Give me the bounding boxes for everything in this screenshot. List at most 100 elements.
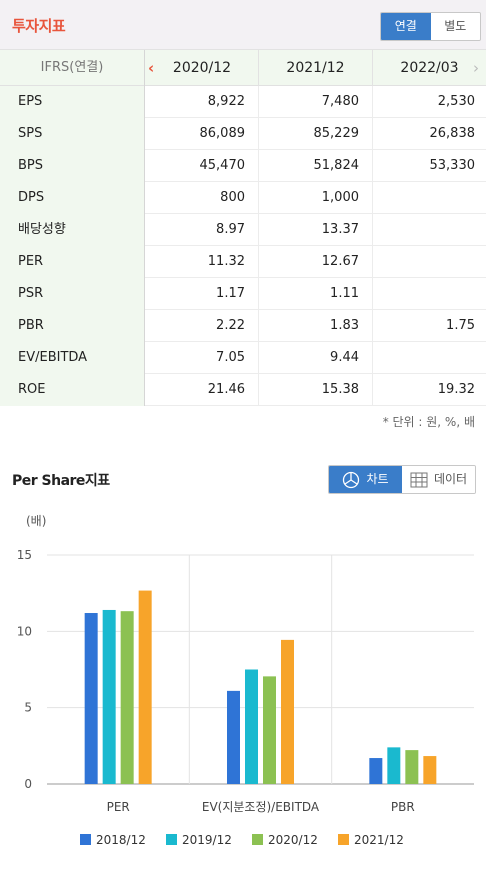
prev-period-icon[interactable]: ‹ <box>148 59 155 77</box>
unit-note: * 단위 : 원, %, 배 <box>382 415 475 429</box>
table-row: BPS 45,470 51,824 53,330 <box>0 150 486 182</box>
legend-label: 2021/12 <box>354 833 404 847</box>
table-cell: 86,089 <box>146 118 259 150</box>
x-tick-label: PER <box>107 800 130 814</box>
bar <box>423 756 437 784</box>
table-row: 배당성향 8.97 13.37 <box>0 214 486 246</box>
bar <box>227 690 240 784</box>
table-cell: 12.67 <box>259 246 373 278</box>
pie-chart-icon <box>343 471 360 488</box>
bar <box>138 590 152 784</box>
chart-view-button[interactable]: 차트 <box>329 466 402 493</box>
legend-swatch <box>166 834 177 845</box>
table-cell: 19.32 <box>437 382 475 397</box>
table-cell: 53,330 <box>429 158 476 173</box>
data-view-button[interactable]: 데이터 <box>402 466 475 493</box>
column-header: 2022/03 <box>400 60 459 76</box>
legend-label: 2020/12 <box>268 833 318 847</box>
table-cell: 1,000 <box>259 182 373 214</box>
y-tick-label: 10 <box>17 624 32 638</box>
table-cell: 9.44 <box>259 342 373 374</box>
table-row: PER 11.32 12.67 <box>0 246 486 278</box>
legend-swatch <box>252 834 263 845</box>
table-row: DPS 800 1,000 <box>0 182 486 214</box>
bar <box>281 639 294 784</box>
grid-table-icon <box>410 472 428 487</box>
table-cell <box>373 278 486 310</box>
view-toggle[interactable]: 차트 데이터 <box>328 465 476 494</box>
y-tick-label: 5 <box>24 701 32 715</box>
consolidation-toggle[interactable]: 연결 별도 <box>380 12 481 41</box>
section-title: Per Share지표 <box>12 473 110 489</box>
column-header: 2021/12 <box>259 50 373 86</box>
table-cell: 11.32 <box>146 246 259 278</box>
table-row: PSR 1.17 1.11 <box>0 278 486 310</box>
table-cell: 51,824 <box>259 150 373 182</box>
table-row: ROE 21.46 15.38 19.32 <box>0 374 486 406</box>
table-cell: 1.75 <box>446 318 475 333</box>
table-cell: 45,470 <box>146 150 259 182</box>
page-title: 투자지표 <box>12 17 66 35</box>
bar <box>387 747 401 784</box>
separate-button[interactable]: 별도 <box>430 13 480 40</box>
row-label: PSR <box>0 278 145 310</box>
next-period-icon[interactable]: › <box>473 59 479 77</box>
row-label: DPS <box>0 182 145 214</box>
bar <box>405 750 419 784</box>
table-cell: 2.22 <box>146 310 259 342</box>
data-view-label: 데이터 <box>433 472 468 486</box>
table-cell: 13.37 <box>259 214 373 246</box>
bar <box>102 609 116 784</box>
legend-label: 2018/12 <box>96 833 146 847</box>
table-row: SPS 86,089 85,229 26,838 <box>0 118 486 150</box>
table-header: IFRS(연결) ‹ 2020/12 2021/12 2022/03 › <box>0 50 486 86</box>
table-cell: 8,922 <box>146 86 259 118</box>
corner-label: IFRS(연결) <box>0 50 145 86</box>
x-tick-label: EV(지분조정)/EBITDA <box>202 800 320 814</box>
table-cell: 85,229 <box>259 118 373 150</box>
table-cell: 800 <box>146 182 259 214</box>
table-cell <box>373 214 486 246</box>
chart-view-label: 차트 <box>366 472 389 486</box>
per-share-bar-chart: (배) 0 5 10 15 PER EV(지분조정)/EBITDA PBR 2018/12 201… <box>17 514 474 847</box>
bar <box>245 669 258 784</box>
row-label: PER <box>0 246 145 278</box>
column-header: 2020/12 <box>146 50 259 86</box>
row-label: EPS <box>0 86 145 118</box>
y-axis-label: (배) <box>26 514 46 528</box>
header-bar: 투자지표 연결 별도 <box>0 0 486 50</box>
table-cell: 8.97 <box>146 214 259 246</box>
x-tick-label: PBR <box>391 800 415 814</box>
bar <box>263 676 276 784</box>
table-cell: 15.38 <box>259 374 373 406</box>
table-cell <box>373 182 486 214</box>
row-label: PBR <box>0 310 145 342</box>
table-cell: 7,480 <box>259 86 373 118</box>
table-cell: 2,530 <box>437 94 475 109</box>
consolidated-button[interactable]: 연결 <box>381 13 431 40</box>
row-label: BPS <box>0 150 145 182</box>
bar <box>84 613 98 784</box>
table-cell: 1.83 <box>259 310 373 342</box>
y-tick-label: 0 <box>24 777 32 791</box>
table-cell: 1.17 <box>146 278 259 310</box>
table-row: PBR 2.22 1.83 1.75 <box>0 310 486 342</box>
table-cell: 26,838 <box>429 126 476 141</box>
row-label: EV/EBITDA <box>0 342 145 374</box>
row-label: SPS <box>0 118 145 150</box>
table-cell <box>373 342 486 374</box>
bar <box>369 758 383 784</box>
row-label: 배당성향 <box>0 214 145 246</box>
bar <box>120 611 134 784</box>
table-row: EV/EBITDA 7.05 9.44 <box>0 342 486 374</box>
y-tick-label: 15 <box>17 548 32 562</box>
table-cell: 21.46 <box>146 374 259 406</box>
table-cell <box>373 246 486 278</box>
row-label: ROE <box>0 374 145 406</box>
legend-swatch <box>338 834 349 845</box>
table-row: EPS 8,922 7,480 2,530 <box>0 86 486 118</box>
table-cell: 1.11 <box>259 278 373 310</box>
legend-swatch <box>80 834 91 845</box>
legend-label: 2019/12 <box>182 833 232 847</box>
table-cell: 7.05 <box>146 342 259 374</box>
